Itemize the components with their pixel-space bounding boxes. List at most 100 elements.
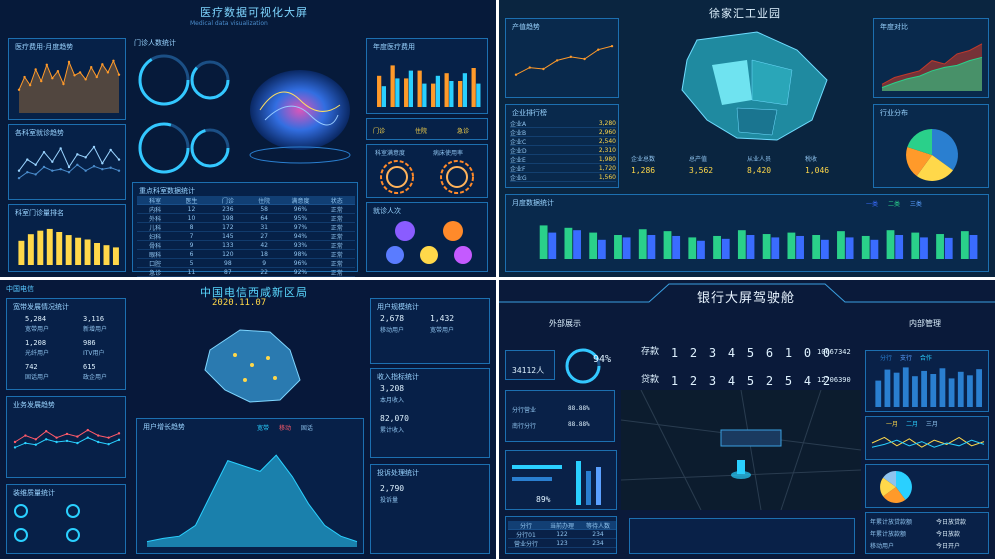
bar-0-6 [75, 237, 82, 265]
table-cell: 94% [293, 232, 308, 240]
point-0-16 [106, 71, 110, 74]
company-value: 2,960 [598, 128, 616, 136]
wait-header-cell: 等待人数 [585, 522, 610, 530]
point-1-0 [13, 446, 17, 449]
deposit-value: 10667342 [817, 348, 851, 356]
bar-0-10 [967, 375, 973, 407]
bank-legend-3: 合作 [919, 355, 932, 362]
digit: 2 [689, 374, 698, 388]
broadband-stat-label: ITV用户 [83, 350, 105, 357]
park-stat-value: 8,420 [747, 166, 772, 175]
tag-emergency: 急诊 [457, 128, 470, 135]
bar-0-8 [948, 378, 955, 407]
point-0-1 [23, 75, 26, 79]
list-item: 企业B 2,960 [510, 128, 616, 137]
point-0-17 [112, 59, 115, 62]
bank-header-frame [499, 283, 995, 303]
bank-map [621, 390, 861, 510]
bar-1-4 [435, 75, 441, 107]
bar-0-1 [564, 227, 573, 259]
year-compare-chart [881, 43, 983, 91]
table-header-row: 科室 医生 门诊 住院 满意度 状态 [137, 196, 355, 205]
point-0-3 [42, 150, 46, 154]
wait-cell: 122 [556, 530, 568, 538]
table-cell: 172 [222, 223, 234, 231]
table-row: 内科 12 236 58 96% 正常 [137, 205, 355, 214]
pie-slice-1 [883, 487, 906, 503]
point-0-8 [62, 82, 65, 86]
digit: 2 [689, 346, 698, 360]
year-compare-panel: 年度对比 [873, 18, 989, 98]
branch-name: 分行营业 [512, 407, 537, 414]
point-0-8 [84, 156, 87, 159]
telecom-brand: 中国电信 [6, 285, 34, 293]
table-header-cell: 门诊 [221, 197, 234, 205]
point-0-9 [67, 60, 71, 64]
point-1-3 [45, 438, 48, 441]
bar-0-2 [37, 230, 44, 265]
percent-ring [565, 348, 601, 384]
table-cell: 8 [189, 223, 194, 231]
broadband-panel: 宽带发展情况统计 5,284 宽带用户 3,116 新增用户 1,208 光纤用户 986 I… [6, 298, 126, 390]
user-scale-title: 用户规模统计 [377, 303, 419, 311]
bar-0-0 [18, 240, 25, 265]
bar-1-5 [449, 81, 454, 107]
bar-0-13 [861, 235, 870, 259]
table-cell: 93% [293, 241, 308, 249]
point-0-15 [101, 63, 104, 66]
branch-panel: 分行营业 88.88% 南行分行 88.88% [505, 390, 615, 442]
table-cell: 急诊 [149, 269, 162, 277]
point-0-11 [109, 148, 112, 152]
area-fill-0 [147, 455, 357, 547]
bar-0-2 [404, 78, 409, 107]
table-cell: 64 [260, 214, 268, 222]
bar-1-6 [462, 73, 468, 107]
legend-3: 三类 [909, 201, 922, 208]
company-name: 企业E [510, 156, 526, 164]
table-cell: 10 [187, 214, 196, 222]
digit: 6 [765, 346, 774, 360]
broadband-stat-value: 615 [83, 363, 96, 371]
biz-trend-panel: 业务发展趋势 [6, 396, 126, 478]
digit: 0 [803, 346, 812, 360]
telecom-stat-value: 1,432 [430, 314, 455, 323]
point-0-9 [107, 436, 110, 439]
broadband-stat-value: 742 [25, 363, 38, 371]
bank-line-legend-2: 二月 [905, 421, 918, 428]
table-cell: 正常 [330, 224, 343, 232]
point-0-7 [56, 70, 60, 73]
bar-0-7 [939, 368, 946, 407]
digit: 5 [746, 346, 755, 360]
company-name: 企业G [510, 174, 527, 182]
bank-stat-value: 今日放款 [936, 531, 961, 538]
point-1-10 [117, 438, 121, 442]
point-0-10 [101, 162, 104, 165]
point-0-7 [610, 44, 614, 48]
table-row: 眼科 6 120 18 98% 正常 [137, 250, 355, 259]
company-value: 2,310 [598, 146, 616, 154]
bar-0-14 [886, 230, 895, 259]
table-cell: 120 [222, 250, 234, 258]
branch-name: 南行分行 [512, 423, 537, 430]
pie-slice-2 [880, 477, 896, 497]
telecom-clock: 2020.11.07 [212, 298, 267, 308]
telecom-map [204, 329, 301, 403]
telecom-stat-label: 投诉量 [380, 497, 399, 504]
bar-1-0 [548, 232, 557, 259]
point-1-1 [26, 171, 29, 174]
point-1-9 [107, 442, 110, 446]
bank-line-legend-1: 一月 [886, 421, 899, 428]
pie-slice-1 [916, 155, 953, 181]
point-0-2 [28, 83, 32, 87]
bank-legend-2: 支行 [899, 355, 912, 362]
digit: 0 [822, 346, 831, 360]
list-item: 企业F 1,720 [510, 164, 616, 173]
point-0-4 [51, 160, 54, 163]
bar-1-15 [920, 237, 928, 259]
company-rank-list: 企业A 3,280 企业B 2,960 企业C 2,540 企业D 2,310 企业E 1,980… [510, 119, 616, 182]
medical-cost-panel: 医疗费用·月度趋势 [8, 38, 126, 120]
loan-value: 12706390 [817, 376, 851, 384]
table-row: 儿科 8 172 31 97% 正常 [137, 223, 355, 232]
broadband-stat-label: 新增用户 [83, 326, 108, 333]
wait-table: 分行 当前办理 等待人数 分行01 122 234 营业分行 123 234 [508, 521, 616, 548]
